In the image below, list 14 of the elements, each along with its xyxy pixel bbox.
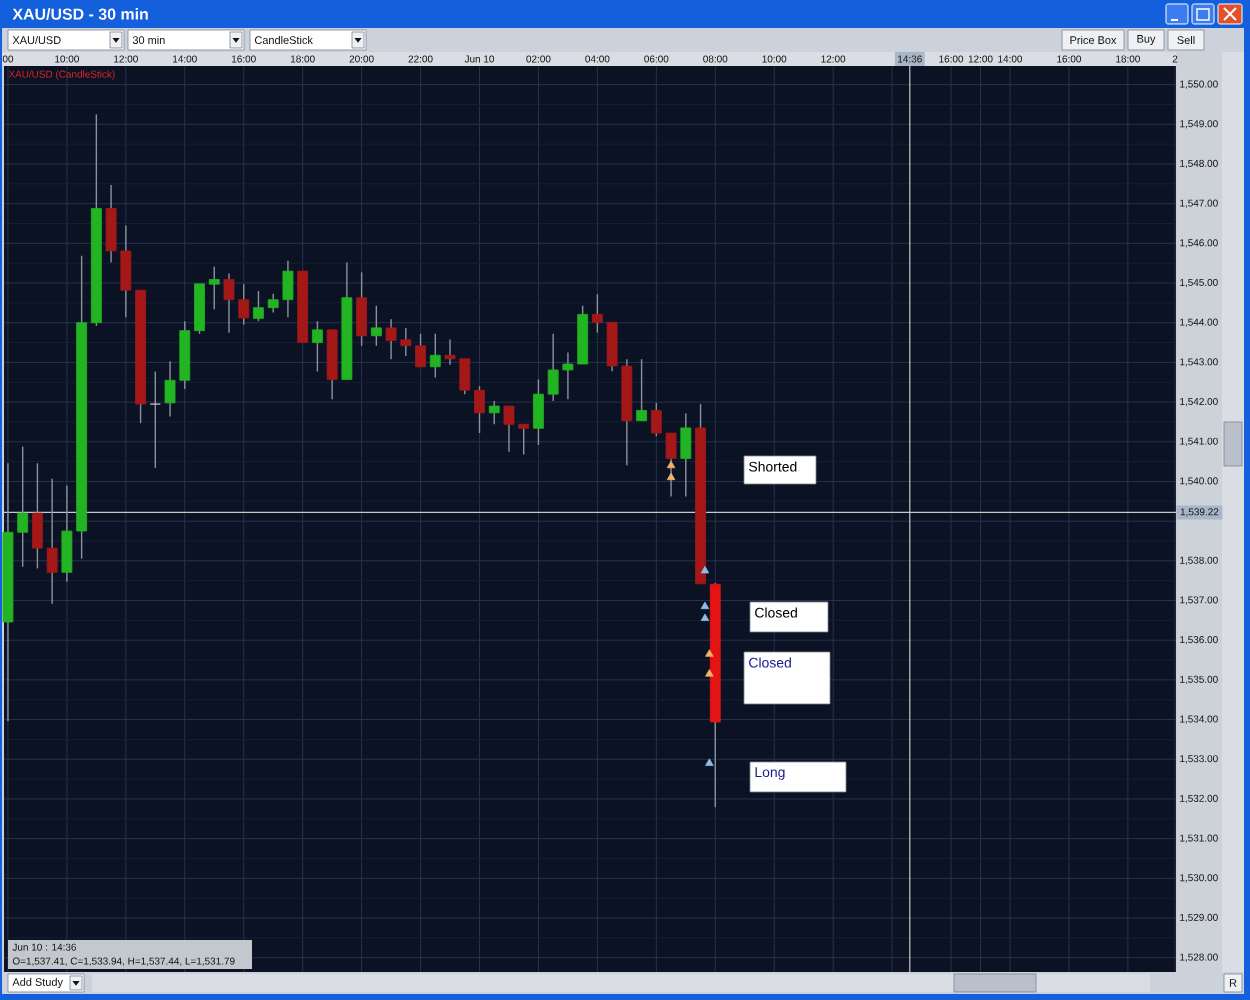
candlestick	[680, 412, 692, 498]
candlestick	[356, 271, 368, 347]
candlestick	[488, 400, 500, 426]
candlestick	[429, 333, 441, 379]
candlestick	[253, 290, 264, 322]
candlestick	[636, 358, 647, 422]
candlestick	[533, 378, 544, 446]
candlestick	[194, 283, 205, 335]
candlestick	[208, 266, 220, 310]
candlestick	[474, 385, 485, 434]
candlestick	[149, 370, 161, 469]
candlestick	[415, 333, 426, 368]
candlestick	[370, 304, 382, 347]
candlestick	[311, 320, 323, 373]
